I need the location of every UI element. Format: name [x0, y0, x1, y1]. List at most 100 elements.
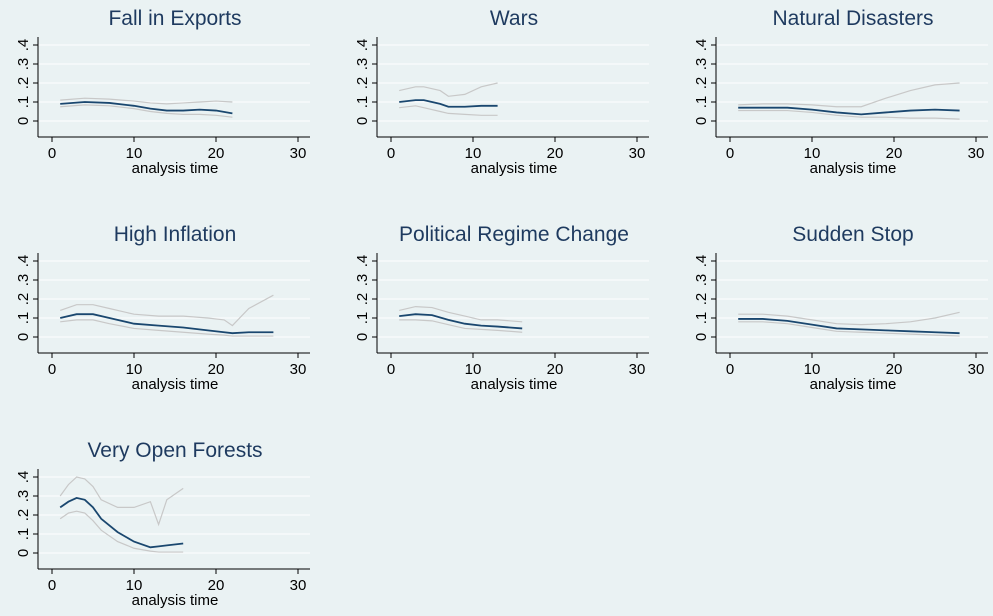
- series-line: [60, 101, 233, 115]
- series-line: [738, 106, 960, 116]
- y-tick-label: .1: [354, 312, 371, 325]
- x-tick-label: 10: [126, 145, 143, 162]
- y-tick-label: .1: [693, 96, 710, 109]
- x-tick-label: 20: [208, 361, 225, 378]
- y-tick-label: .1: [15, 96, 32, 109]
- panel: Very Open Forests 0 .1 .2 .3 .4 0 10 20 30 analysi…: [15, 439, 310, 609]
- y-tick-label: .3: [15, 58, 32, 71]
- panel-title: Fall in Exports: [108, 7, 241, 30]
- x-tick-label: 20: [886, 145, 903, 162]
- y-tick-label: 0: [15, 333, 32, 341]
- y-tick-label: .4: [693, 39, 710, 52]
- x-tick-label: 10: [804, 361, 821, 378]
- x-tick-label: 30: [968, 361, 985, 378]
- y-tick-label: .1: [15, 312, 32, 325]
- series-line: [60, 294, 274, 327]
- x-tick-label: 0: [387, 361, 395, 378]
- y-tick-label: .4: [15, 39, 32, 52]
- y-tick-label: .3: [15, 274, 32, 287]
- x-axis-label: analysis time: [471, 160, 558, 177]
- x-tick-label: 20: [208, 577, 225, 594]
- x-tick-label: 20: [547, 145, 564, 162]
- x-tick-label: 10: [465, 145, 482, 162]
- x-tick-label: 0: [726, 145, 734, 162]
- x-tick-label: 0: [48, 577, 56, 594]
- panel-title: Political Regime Change: [399, 223, 629, 246]
- y-tick-label: .1: [354, 96, 371, 109]
- x-tick-label: 30: [290, 361, 307, 378]
- y-tick-label: .2: [354, 293, 371, 306]
- y-tick-label: 0: [354, 117, 371, 125]
- series-line: [399, 105, 498, 116]
- x-tick-label: 0: [726, 361, 734, 378]
- series-line: [59, 510, 184, 553]
- x-axis-label: analysis time: [810, 160, 897, 177]
- y-tick-label: .2: [15, 509, 32, 522]
- panel-title: Very Open Forests: [87, 439, 262, 462]
- y-tick-label: .2: [693, 293, 710, 306]
- series-line: [738, 311, 960, 326]
- y-tick-label: .2: [693, 77, 710, 90]
- x-tick-label: 0: [48, 361, 56, 378]
- series-line: [399, 82, 498, 97]
- x-axis-label: analysis time: [810, 376, 897, 393]
- y-tick-label: .3: [354, 58, 371, 71]
- series-line: [60, 97, 233, 105]
- panel: Natural Disasters 0 .1 .2 .3 .4 0 10 20 30 analysi…: [693, 7, 988, 177]
- series-line: [59, 476, 184, 527]
- x-axis-label: analysis time: [471, 376, 558, 393]
- panel: Wars 0 .1 .2 .3 .4 0 10 20 30 analysis time: [354, 7, 649, 177]
- series-line: [59, 313, 274, 335]
- x-tick-label: 30: [629, 145, 646, 162]
- series-line: [59, 496, 184, 549]
- series-line: [399, 305, 523, 323]
- x-axis-label: analysis time: [132, 376, 219, 393]
- y-tick-label: .3: [15, 490, 32, 503]
- panel-title: Wars: [490, 7, 538, 30]
- y-tick-label: 0: [693, 117, 710, 125]
- x-tick-label: 10: [126, 361, 143, 378]
- series-line: [399, 313, 523, 330]
- series-line: [738, 109, 960, 120]
- x-tick-label: 20: [208, 145, 225, 162]
- y-tick-label: .2: [15, 293, 32, 306]
- y-tick-label: .4: [693, 255, 710, 268]
- x-tick-label: 0: [387, 145, 395, 162]
- x-tick-label: 0: [48, 145, 56, 162]
- series-line: [738, 318, 960, 335]
- panel: High Inflation 0 .1 .2 .3 .4 0 10 20 30 analysis t…: [15, 223, 310, 393]
- y-tick-label: 0: [15, 117, 32, 125]
- series-line: [399, 99, 498, 108]
- x-tick-label: 10: [465, 361, 482, 378]
- series-line: [738, 321, 960, 337]
- panel: Sudden Stop 0 .1 .2 .3 .4 0 10 20 30 analysis time: [693, 223, 988, 393]
- y-tick-label: .4: [15, 471, 32, 484]
- y-tick-label: .3: [354, 274, 371, 287]
- x-axis-label: analysis time: [132, 592, 219, 609]
- y-tick-label: .2: [15, 77, 32, 90]
- series-line: [60, 104, 233, 118]
- y-tick-label: .1: [15, 528, 32, 541]
- panel-title: Natural Disasters: [772, 7, 933, 30]
- y-tick-label: .4: [15, 255, 32, 268]
- y-tick-label: .1: [693, 312, 710, 325]
- y-tick-label: .2: [354, 77, 371, 90]
- panel-title: High Inflation: [114, 223, 237, 246]
- x-tick-label: 30: [629, 361, 646, 378]
- x-tick-label: 20: [886, 361, 903, 378]
- x-tick-label: 10: [804, 145, 821, 162]
- x-axis-label: analysis time: [132, 160, 219, 177]
- y-tick-label: 0: [693, 333, 710, 341]
- x-tick-label: 10: [126, 577, 143, 594]
- series-line: [738, 82, 960, 108]
- y-tick-label: .4: [354, 39, 371, 52]
- x-tick-label: 30: [290, 577, 307, 594]
- y-tick-label: 0: [15, 549, 32, 557]
- x-tick-label: 30: [290, 145, 307, 162]
- panel-title: Sudden Stop: [792, 223, 913, 246]
- y-tick-label: .3: [693, 58, 710, 71]
- panel: Fall in Exports 0 .1 .2 .3 .4 0 10 20 30 analysis …: [15, 7, 310, 177]
- y-tick-label: .3: [693, 274, 710, 287]
- series-line: [399, 319, 523, 333]
